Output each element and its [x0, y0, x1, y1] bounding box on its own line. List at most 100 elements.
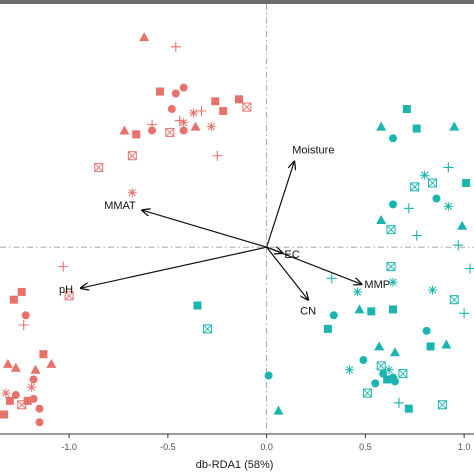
- point-0-36-triangle: [2, 358, 13, 368]
- arrow-moisture: [266, 162, 295, 248]
- point-0-41-square: [23, 396, 32, 405]
- x-tick-label-1: -0.5: [160, 442, 176, 452]
- point-1-38-boxx-x: [376, 361, 386, 371]
- point-0-26-cross: [58, 261, 69, 272]
- x-axis: -1.0 -0.5 0.0 0.5 1.0: [0, 433, 474, 452]
- point-1-39-star: [384, 365, 394, 375]
- arrow-label-mmat: MMAT: [104, 200, 136, 212]
- point-0-47-square: [0, 410, 8, 419]
- point-0-40-square: [5, 396, 14, 405]
- point-0-23-boxx-box: [127, 151, 137, 161]
- point-1-7-boxx-box: [428, 178, 438, 188]
- arrow-mmat: [142, 210, 267, 248]
- point-1-37-star: [345, 365, 355, 375]
- point-1-52-boxx-box: [202, 324, 212, 334]
- point-0-10-square: [219, 107, 228, 115]
- point-1-47-square: [404, 404, 413, 413]
- point-0-5-circle: [167, 105, 176, 114]
- point-0-37-triangle: [10, 362, 21, 372]
- point-0-23-boxx-x: [128, 151, 137, 161]
- point-1-12-cross: [403, 203, 414, 214]
- point-0-12-boxx-box: [242, 102, 252, 112]
- arrow-cn: [266, 246, 308, 300]
- point-0-32-square: [39, 350, 48, 359]
- point-1-53-square: [193, 301, 202, 310]
- point-0-31-cross: [18, 320, 29, 330]
- x-tick-label-2: 0.0: [260, 442, 273, 452]
- point-0-42-circle: [29, 394, 38, 403]
- point-1-34-triangle: [374, 341, 385, 351]
- point-1-17-triangle: [457, 220, 468, 230]
- point-0-46-circle: [35, 418, 44, 427]
- x-tick-label-0: -1.0: [61, 442, 77, 452]
- point-0-27-boxx-box: [64, 291, 74, 301]
- point-0-12-boxx: [242, 102, 252, 112]
- point-1-14-boxx: [386, 225, 396, 235]
- point-1-50-triangle: [273, 405, 284, 415]
- point-0-3-circle: [171, 89, 180, 98]
- point-0-43-boxx-box: [17, 400, 27, 410]
- point-1-13-square: [462, 178, 471, 187]
- point-0-13-star: [179, 118, 189, 128]
- point-0-14-boxx: [165, 127, 175, 137]
- point-0-29-square: [9, 295, 18, 304]
- point-0-16-square: [132, 130, 141, 139]
- point-0-23-boxx: [127, 151, 137, 161]
- point-0-24-boxx-x: [94, 163, 104, 172]
- point-1-1-triangle: [376, 121, 387, 131]
- point-1-10-star: [443, 201, 453, 211]
- point-0-27-boxx-x: [64, 291, 74, 301]
- point-1-7-boxx: [428, 178, 438, 188]
- point-1-38-boxx: [376, 361, 386, 371]
- point-0-6-cross: [174, 115, 185, 126]
- point-0-2-square: [155, 87, 164, 96]
- point-1-6-star: [420, 170, 430, 180]
- point-1-19-cross: [465, 263, 474, 274]
- point-1-7-boxx-x: [428, 178, 437, 188]
- point-1-0-square: [402, 105, 411, 114]
- point-1-52-boxx-x: [203, 324, 212, 334]
- point-1-24-boxx-x: [449, 295, 459, 305]
- point-1-22-star: [388, 277, 398, 287]
- point-1-41-boxx-box: [398, 369, 408, 379]
- point-1-46-cross: [393, 397, 404, 408]
- point-0-7-star: [189, 108, 199, 118]
- point-1-41-boxx: [398, 369, 408, 379]
- point-1-26-square: [389, 305, 398, 314]
- point-1-28-triangle: [354, 304, 365, 314]
- point-1-8-boxx-x: [410, 182, 420, 192]
- point-0-43-boxx-x: [17, 400, 27, 410]
- point-0-22-cross: [212, 150, 223, 161]
- point-1-45-boxx-box: [362, 388, 372, 398]
- point-1-42-square: [383, 375, 392, 384]
- point-1-54-boxx: [386, 262, 396, 272]
- point-0-0-triangle: [139, 32, 150, 42]
- point-1-8-boxx: [410, 182, 420, 192]
- point-1-11-circle: [389, 200, 398, 209]
- point-1-44-circle: [371, 379, 380, 388]
- point-1-32-triangle: [441, 339, 452, 349]
- arrow-label-mmp: MMP: [364, 279, 390, 291]
- point-0-24-boxx-box: [94, 162, 104, 172]
- point-1-49-circle: [389, 373, 398, 382]
- point-1-2-circle: [389, 134, 398, 143]
- point-0-11-square: [234, 95, 243, 104]
- point-1-45-boxx-x: [363, 388, 372, 398]
- point-0-18-cross: [147, 119, 158, 130]
- point-1-51-circle: [264, 371, 273, 380]
- point-0-14-boxx-box: [165, 127, 175, 137]
- point-1-14-boxx-box: [386, 225, 396, 235]
- point-1-45-boxx: [362, 388, 372, 398]
- point-0-44-circle: [35, 404, 44, 413]
- point-1-24-boxx-box: [449, 295, 459, 305]
- point-0-34-triangle: [30, 364, 41, 374]
- arrow-label-cn: CN: [300, 306, 316, 318]
- point-0-12-boxx-x: [242, 102, 252, 112]
- arrow-mmp: [266, 246, 362, 284]
- point-0-39-star: [1, 388, 11, 398]
- point-1-41-boxx-x: [398, 369, 408, 378]
- point-1-48-boxx-x: [438, 400, 447, 410]
- point-1-35-triangle: [390, 347, 400, 357]
